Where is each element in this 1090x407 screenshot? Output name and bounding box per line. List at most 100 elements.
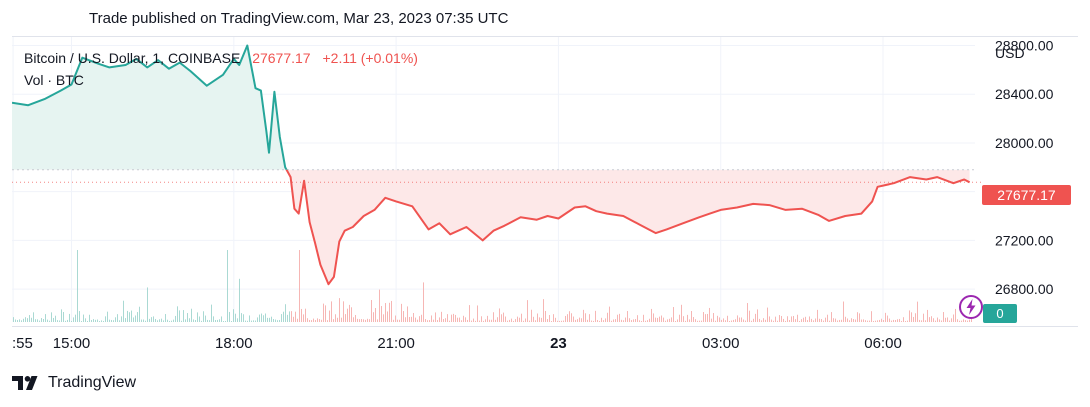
volume-bar-359	[731, 320, 732, 322]
volume-bar-338	[689, 319, 690, 322]
volume-bar-393	[799, 320, 800, 322]
volume-bar-60	[133, 317, 134, 322]
volume-bar-180	[373, 312, 374, 322]
volume-bar-412	[837, 320, 838, 322]
volume-bar-222	[457, 317, 458, 322]
volume-bar-104	[221, 316, 222, 322]
volume-bar-97	[207, 319, 208, 322]
volume-bar-228	[469, 305, 470, 322]
volume-bar-296	[605, 318, 606, 322]
volume-bar-212	[437, 320, 438, 322]
volume-bar-443	[899, 318, 900, 322]
x-tick-label-5: 03:00	[702, 335, 740, 352]
volume-bar-389	[791, 316, 792, 322]
volume-bar-328	[669, 318, 670, 322]
volume-bar-349	[711, 318, 712, 322]
volume-bar-369	[751, 320, 752, 322]
volume-bar-320	[653, 313, 654, 322]
volume-bar-148	[309, 319, 310, 322]
volume-bar-363	[739, 317, 740, 322]
volume-bar-134	[281, 314, 282, 322]
volume-bar-392	[797, 314, 798, 322]
volume-bar-67	[147, 287, 148, 322]
volume-bar-41	[95, 319, 96, 322]
volume-bar-196	[405, 317, 406, 322]
volume-bar-435	[883, 320, 884, 322]
volume-bar-420	[853, 319, 854, 322]
volume-bar-243	[499, 308, 500, 322]
volume-bar-155	[323, 303, 324, 322]
volume-bar-365	[743, 319, 744, 322]
volume-bar-185	[383, 314, 384, 322]
volume-bar-139	[291, 311, 292, 322]
volume-bar-386	[785, 320, 786, 322]
volume-bar-167	[347, 308, 348, 322]
volume-bar-65	[143, 319, 144, 322]
volume-bar-324	[661, 315, 662, 322]
volume-bar-436	[885, 312, 886, 322]
lightning-icon[interactable]	[958, 294, 984, 320]
volume-bar-224	[461, 320, 462, 322]
volume-bar-401	[815, 318, 816, 322]
volume-bar-127	[267, 317, 268, 322]
volume-bar-288	[589, 314, 590, 322]
volume-bar-173	[359, 319, 360, 322]
volume-bar-439	[891, 320, 892, 322]
volume-bar-113	[239, 278, 240, 322]
volume-bar-1	[15, 319, 16, 322]
volume-bar-144	[301, 308, 302, 322]
volume-bar-2	[17, 320, 18, 322]
volume-bar-123	[259, 314, 260, 322]
volume-bar-115	[243, 314, 244, 322]
volume-bar-140	[293, 316, 294, 322]
volume-bar-286	[585, 313, 586, 322]
volume-bar-149	[311, 320, 312, 322]
volume-bar-193	[399, 319, 400, 322]
volume-bar-122	[257, 317, 258, 322]
volume-bar-284	[581, 318, 582, 322]
volume-bar-256	[525, 318, 526, 322]
volume-bar-87	[187, 313, 188, 322]
y-tick-label-4: 28400.00	[995, 86, 1054, 102]
volume-bar-396	[805, 316, 806, 322]
volume-bar-163	[339, 298, 340, 322]
area-fill-up	[12, 45, 970, 170]
volume-bar-265	[543, 299, 544, 322]
volume-bar-31	[75, 314, 76, 322]
volume-bar-375	[763, 318, 764, 322]
volume-bar-49	[111, 319, 112, 322]
volume-bar-277	[567, 314, 568, 322]
volume-bar-353	[719, 317, 720, 322]
volume-bar-101	[215, 319, 216, 322]
volume-bar-68	[149, 318, 150, 322]
volume-bar-259	[531, 309, 532, 322]
volume-bar-334	[681, 304, 682, 322]
volume-bar-341	[695, 319, 696, 322]
chart-pane-border	[12, 36, 1078, 327]
volume-bar-237	[487, 315, 488, 322]
volume-bar-404	[821, 319, 822, 322]
volume-bar-451	[915, 313, 916, 322]
volume-bar-229	[471, 320, 472, 322]
symbol-title[interactable]: Bitcoin / U.S. Dollar, 1, COINBASE	[24, 50, 241, 66]
volume-bar-478	[969, 319, 970, 322]
volume-bar-398	[809, 316, 810, 322]
volume-bar-181	[375, 308, 376, 322]
volume-bar-434	[881, 318, 882, 322]
volume-bar-151	[315, 320, 316, 322]
volume-indicator-label[interactable]: Vol · BTC	[24, 72, 84, 88]
volume-bar-316	[645, 320, 646, 322]
volume-bar-108	[229, 311, 230, 322]
volume-bar-343	[699, 320, 700, 322]
volume-bar-51	[115, 317, 116, 322]
volume-bar-55	[123, 300, 124, 322]
volume-bar-315	[643, 314, 644, 322]
volume-bar-203	[419, 316, 420, 322]
volume-bar-351	[715, 320, 716, 322]
volume-bar-295	[603, 320, 604, 322]
volume-bar-215	[443, 319, 444, 322]
axis-currency-label[interactable]: USD	[995, 45, 1025, 61]
volume-bar-232	[477, 305, 478, 322]
volume-bar-437	[887, 315, 888, 322]
